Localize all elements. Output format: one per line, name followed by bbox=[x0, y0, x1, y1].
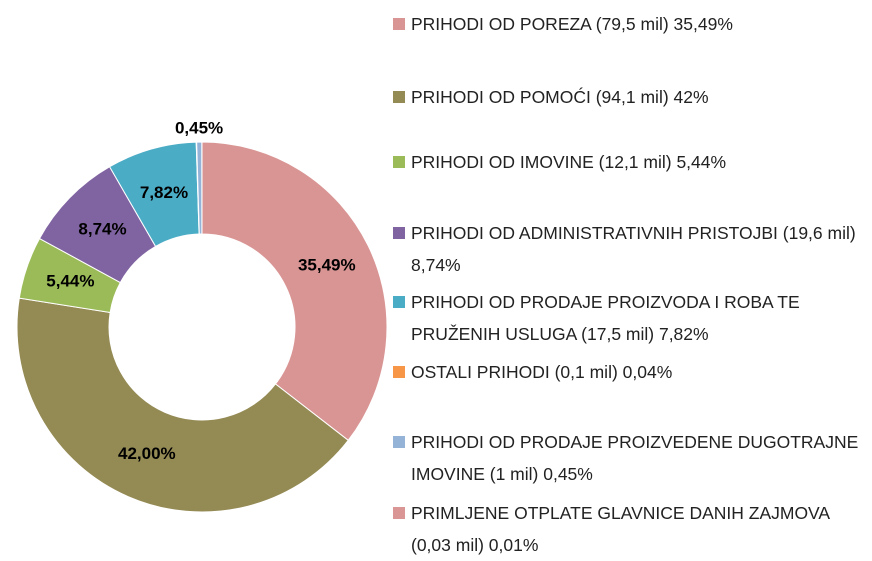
legend-swatch bbox=[393, 366, 405, 378]
legend-item: PRIHODI OD IMOVINE (12,1 mil) 5,44% bbox=[393, 146, 863, 178]
legend-item: OSTALI PRIHODI (0,1 mil) 0,04% bbox=[393, 356, 863, 388]
legend-item: PRIHODI OD PRODAJE PROIZVODA I ROBA TE P… bbox=[393, 286, 863, 350]
data-label: 5,44% bbox=[46, 272, 94, 291]
legend-swatch bbox=[393, 91, 405, 103]
legend-item: PRIHODI OD ADMINISTRATIVNIH PRISTOJBI (1… bbox=[393, 217, 863, 281]
legend-label: PRIHODI OD PRODAJE PROIZVEDENE DUGOTRAJN… bbox=[411, 426, 861, 490]
data-label: 0,45% bbox=[175, 119, 223, 138]
legend-item: PRIHODI OD POMOĆI (94,1 mil) 42% bbox=[393, 81, 863, 113]
legend-swatch bbox=[393, 18, 405, 30]
legend-swatch bbox=[393, 156, 405, 168]
data-label: 35,49% bbox=[298, 255, 356, 274]
legend-swatch bbox=[393, 296, 405, 308]
data-label: 42,00% bbox=[118, 444, 176, 463]
legend-label: OSTALI PRIHODI (0,1 mil) 0,04% bbox=[411, 356, 861, 388]
legend-swatch bbox=[393, 227, 405, 239]
legend-label: PRIHODI OD POREZA (79,5 mil) 35,49% bbox=[411, 8, 861, 40]
legend-item: PRIMLJENE OTPLATE GLAVNICE DANIH ZAJMOVA… bbox=[393, 497, 863, 561]
legend-label: PRIHODI OD POMOĆI (94,1 mil) 42% bbox=[411, 81, 861, 113]
legend-item: PRIHODI OD POREZA (79,5 mil) 35,49% bbox=[393, 8, 863, 40]
legend-swatch bbox=[393, 436, 405, 448]
legend-swatch bbox=[393, 507, 405, 519]
data-label: 8,74% bbox=[78, 219, 126, 238]
data-label: 7,82% bbox=[140, 183, 188, 202]
legend-label: PRIHODI OD PRODAJE PROIZVODA I ROBA TE P… bbox=[411, 286, 861, 350]
legend-label: PRIMLJENE OTPLATE GLAVNICE DANIH ZAJMOVA… bbox=[411, 497, 861, 561]
legend-item: PRIHODI OD PRODAJE PROIZVEDENE DUGOTRAJN… bbox=[393, 426, 863, 490]
legend-label: PRIHODI OD ADMINISTRATIVNIH PRISTOJBI (1… bbox=[411, 217, 861, 281]
legend-label: PRIHODI OD IMOVINE (12,1 mil) 5,44% bbox=[411, 146, 861, 178]
donut-slice bbox=[202, 142, 387, 440]
